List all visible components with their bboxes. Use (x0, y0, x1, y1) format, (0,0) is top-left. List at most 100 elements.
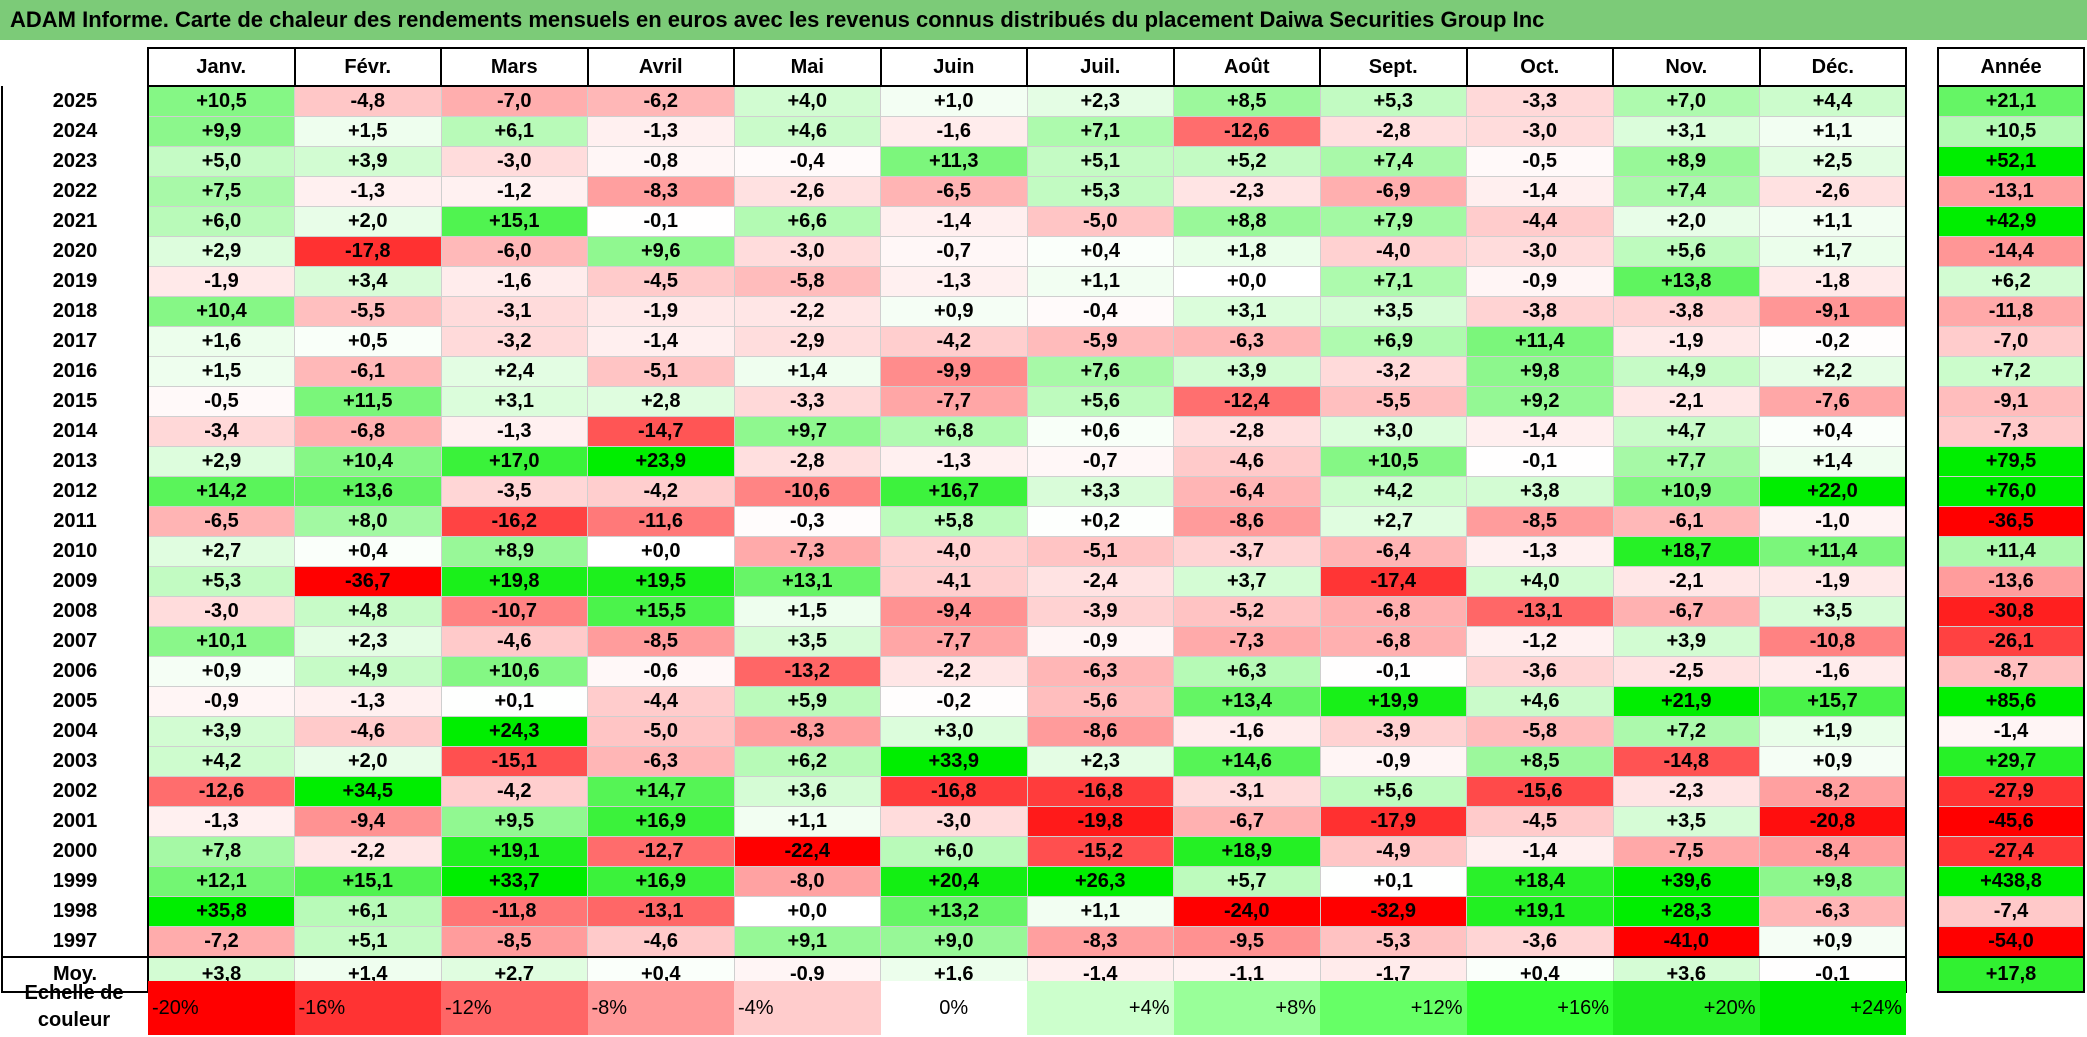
heat-cell: -1,9 (147, 266, 295, 297)
heat-cell: +14,7 (587, 776, 735, 807)
heat-cell: -4,1 (880, 566, 1028, 597)
heat-cell: +16,9 (587, 866, 735, 897)
table-row: 2010 +2,7 +0,4 +8,9 +0,0 -7,3 -4,0 -5,1 -3,7 -6,4… (1, 536, 1907, 567)
row-year: 2007 (1, 626, 149, 657)
heat-cell: +11,3 (880, 146, 1028, 177)
table-row: -45,6 (1937, 806, 2085, 837)
heat-cell: -2,2 (880, 656, 1028, 687)
month-header: Sept. (1319, 47, 1468, 87)
row-year: 1999 (1, 866, 149, 897)
heat-cell: +2,0 (1612, 206, 1760, 237)
heat-cell: +5,9 (733, 686, 881, 717)
month-header-row: Janv. Févr. Mars Avril Mai Juin Juil. Août Sept.… (2, 47, 1907, 87)
heat-cell: +33,7 (440, 866, 588, 897)
heat-cell: +7,4 (1319, 146, 1467, 177)
heat-cell: -5,0 (587, 716, 735, 747)
heat-cell: -0,6 (587, 656, 735, 687)
heat-cell: +3,6 (733, 776, 881, 807)
heat-cell: +4,6 (733, 116, 881, 147)
heat-cell: +19,8 (440, 566, 588, 597)
heat-cell: -13,1 (1466, 596, 1614, 627)
heat-cell: -1,3 (440, 416, 588, 447)
heat-cell: +1,6 (147, 326, 295, 357)
heat-cell: -1,3 (880, 446, 1028, 477)
heat-cell: -8,0 (733, 866, 881, 897)
heat-cell: +4,2 (147, 746, 295, 777)
heat-cell: -1,3 (880, 266, 1028, 297)
heat-cell: +17,0 (440, 446, 588, 477)
heat-cell: -8,2 (1759, 776, 1907, 807)
heat-cell: +0,9 (147, 656, 295, 687)
heat-cell: +2,3 (294, 626, 442, 657)
table-row: 2018 +10,4 -5,5 -3,1 -1,9 -2,2 +0,9 -0,4 +3,1 +3,… (1, 296, 1907, 327)
heat-cell: -41,0 (1612, 926, 1760, 958)
heat-cell: -12,6 (147, 776, 295, 807)
heat-cell: -9,1 (1759, 296, 1907, 327)
annual-cell: +11,4 (1937, 536, 2085, 567)
heat-cell: +10,5 (147, 85, 295, 117)
heat-cell: +10,9 (1612, 476, 1760, 507)
heat-cell: -6,1 (1612, 506, 1760, 537)
heat-cell: +7,4 (1612, 176, 1760, 207)
heat-cell: -24,0 (1173, 896, 1321, 927)
heat-cell: -0,4 (733, 146, 881, 177)
heat-cell: -1,4 (1466, 176, 1614, 207)
table-row: 2009 +5,3 -36,7 +19,8 +19,5 +13,1 -4,1 -2,4 +3,7… (1, 566, 1907, 597)
table-row: -7,0 (1937, 326, 2085, 357)
heat-cell: -32,9 (1319, 896, 1467, 927)
heat-cell: -3,0 (440, 146, 588, 177)
heat-cell: +11,5 (294, 386, 442, 417)
table-row: 2011 -6,5 +8,0 -16,2 -11,6 -0,3 +5,8 +0,2 -8,6 +2… (1, 506, 1907, 537)
heat-cell: -3,0 (1466, 236, 1614, 267)
annual-cell: +21,1 (1937, 85, 2085, 117)
month-header: Déc. (1758, 47, 1907, 87)
annual-cell: -9,1 (1937, 386, 2085, 417)
annual-cell: -14,4 (1937, 236, 2085, 267)
heat-cell: +1,1 (1026, 266, 1174, 297)
table-row: 2013 +2,9 +10,4 +17,0 +23,9 -2,8 -1,3 -0,7 -4,6 +… (1, 446, 1907, 477)
heat-cell: -12,7 (587, 836, 735, 867)
color-scale-step: -16% (294, 981, 441, 1035)
heat-cell: +1,5 (294, 116, 442, 147)
heat-cell: +3,0 (880, 716, 1028, 747)
row-year: 2020 (1, 236, 149, 267)
table-row: 2008 -3,0 +4,8 -10,7 +15,5 +1,5 -9,4 -3,9 -5,2 -6… (1, 596, 1907, 627)
heat-cell: -2,5 (1612, 656, 1760, 687)
heat-cell: +14,6 (1173, 746, 1321, 777)
heat-cell: -12,6 (1173, 116, 1321, 147)
heat-cell: -5,2 (1173, 596, 1321, 627)
table-row: +42,9 (1937, 206, 2085, 237)
heat-cell: -1,3 (1466, 536, 1614, 567)
table-row: -13,6 (1937, 566, 2085, 597)
month-header: Nov. (1612, 47, 1761, 87)
annual-cell: -30,8 (1937, 596, 2085, 627)
heat-cell: +8,9 (1612, 146, 1760, 177)
table-row: 2019 -1,9 +3,4 -1,6 -4,5 -5,8 -1,3 +1,1 +0,0 +7,1… (1, 266, 1907, 297)
heat-cell: -14,8 (1612, 746, 1760, 777)
heat-cell: +13,6 (294, 476, 442, 507)
annual-cell: -27,9 (1937, 776, 2085, 807)
color-scale-step: +20% (1613, 981, 1760, 1035)
annual-cell: -8,7 (1937, 656, 2085, 687)
heat-cell: -1,6 (1759, 656, 1907, 687)
heat-cell: +5,3 (147, 566, 295, 597)
heat-cell: -15,6 (1466, 776, 1614, 807)
heat-cell: +2,9 (147, 236, 295, 267)
annual-cell: -13,6 (1937, 566, 2085, 597)
heat-cell: -8,3 (587, 176, 735, 207)
row-year: 2015 (1, 386, 149, 417)
heat-cell: -6,1 (294, 356, 442, 387)
color-scale-step: +8% (1173, 981, 1320, 1035)
heat-cell: -11,6 (587, 506, 735, 537)
heat-cell: -1,4 (1466, 416, 1614, 447)
heat-cell: -4,2 (587, 476, 735, 507)
heat-cell: -5,6 (1026, 686, 1174, 717)
table-row: -36,5 (1937, 506, 2085, 537)
heat-cell: +19,5 (587, 566, 735, 597)
heat-cell: -1,2 (1466, 626, 1614, 657)
heat-cell: -4,2 (880, 326, 1028, 357)
heat-cell: -4,4 (587, 686, 735, 717)
heat-cell: -1,4 (1466, 836, 1614, 867)
table-row: -7,4 (1937, 896, 2085, 927)
table-row: -1,4 (1937, 716, 2085, 747)
